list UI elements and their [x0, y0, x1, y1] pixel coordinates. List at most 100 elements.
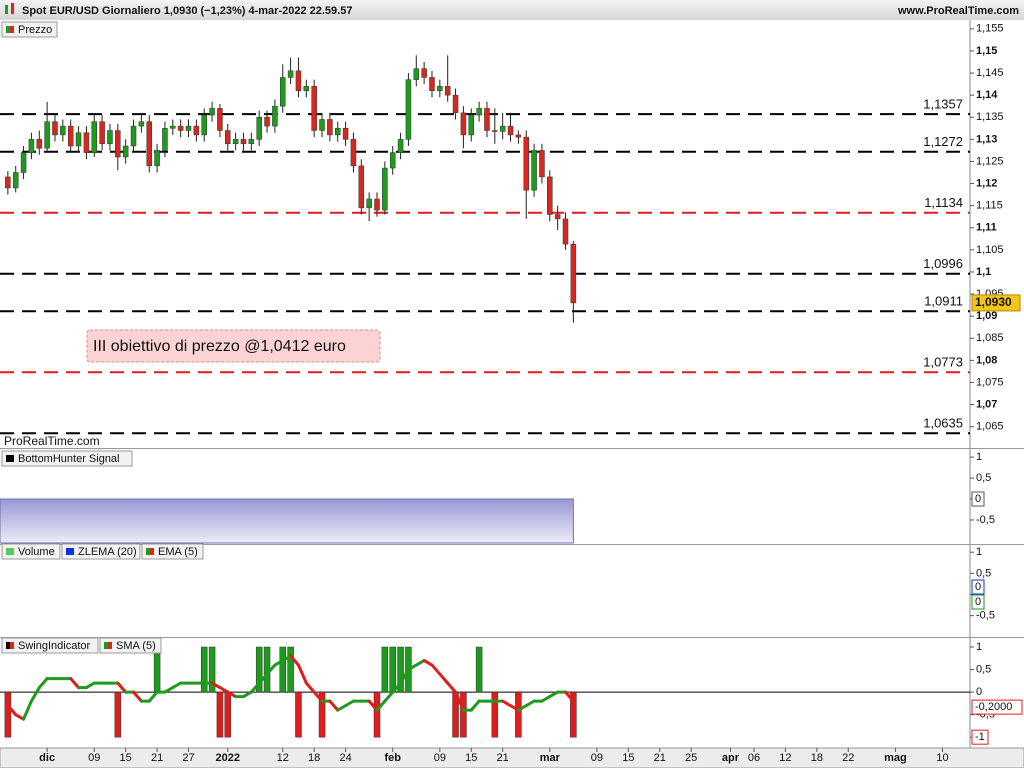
candle-body	[342, 128, 349, 140]
sma-segment	[289, 654, 300, 667]
bar	[255, 646, 263, 693]
candle-body	[130, 125, 137, 147]
header-title: Spot EUR/USD Giornaliero 1,0930 (−1,23%)…	[22, 5, 352, 17]
bar	[570, 691, 577, 738]
candle-body	[539, 150, 545, 178]
sma-segment	[84, 681, 96, 690]
candle-body	[280, 77, 286, 107]
y-tick-label: 1,11	[976, 222, 997, 234]
x-tick-label: 21	[497, 752, 509, 764]
candle-body	[499, 125, 506, 132]
candle-body	[389, 152, 396, 169]
bar	[114, 691, 122, 738]
x-tick-label: 12	[779, 752, 791, 764]
x-tick-label: 2022	[216, 752, 240, 764]
bar	[200, 646, 208, 693]
bar	[389, 646, 396, 693]
level-label: 1,1357	[923, 97, 963, 112]
candle-body	[295, 70, 302, 91]
candle-body	[185, 125, 192, 131]
candle-body	[201, 114, 207, 136]
candle-body	[232, 139, 239, 145]
sma-segment	[14, 713, 26, 721]
candle-body	[122, 145, 129, 158]
level-label: 1,1272	[923, 134, 963, 149]
candle-body	[484, 108, 490, 131]
sma-segment	[29, 686, 41, 703]
x-axis-bar	[0, 747, 1024, 768]
y-tick-label: 1,07	[976, 398, 997, 410]
sma-segment	[22, 699, 33, 721]
sma-segment	[132, 690, 143, 703]
x-tick-label: 22	[842, 752, 854, 764]
bar	[373, 691, 381, 738]
candle-body	[413, 68, 420, 80]
sma-segment	[422, 659, 434, 667]
candle-body	[421, 68, 427, 78]
candle-body	[225, 130, 231, 145]
candle-body	[256, 116, 262, 140]
sma-segment	[438, 672, 450, 685]
sma-segment	[6, 704, 18, 717]
bar	[287, 646, 294, 693]
legend-label: BottomHunter Signal	[18, 453, 120, 465]
candle-body	[12, 172, 19, 189]
candle-body	[138, 121, 145, 127]
sma-segment	[446, 681, 458, 694]
sma-segment	[328, 699, 340, 712]
candle-body	[358, 165, 365, 209]
y-tick-label: 1,13	[976, 133, 997, 145]
y-tick-label: 1,09	[976, 310, 997, 322]
last-value-box	[971, 594, 985, 610]
y-tick-label: 1,125	[976, 155, 1004, 167]
candle-body	[36, 139, 43, 149]
y-tick-label: 1,145	[976, 67, 1004, 79]
candle-body	[107, 130, 113, 145]
candle-body	[405, 79, 412, 140]
candle-body	[83, 132, 90, 153]
sma-segment	[540, 695, 552, 703]
candle-body	[170, 125, 176, 129]
candle-body	[437, 86, 443, 91]
candle-body	[303, 86, 310, 91]
watermark: ProRealTime.com	[4, 434, 100, 448]
candle-body	[476, 108, 482, 116]
legend: Prezzo BottomHunter Signal Volume ZLEMA …	[1, 21, 204, 654]
last-value-box	[971, 699, 1023, 715]
header-icon	[5, 3, 14, 14]
y-tick-label: 1	[976, 641, 982, 653]
last-price-label: 1,0930	[975, 295, 1012, 309]
sma-segment	[564, 690, 575, 703]
sma-segment	[454, 690, 465, 712]
y-tick-label: 1,115	[976, 200, 1003, 212]
sma-segment	[312, 690, 324, 703]
x-tick-label: 27	[182, 752, 194, 764]
y-tick-label: 1,1	[976, 266, 991, 278]
candle-body	[334, 128, 341, 136]
x-tick-label: 09	[591, 752, 603, 764]
candle-body	[162, 128, 168, 151]
level-label: 1,0773	[923, 355, 963, 370]
candle-body	[60, 125, 66, 136]
x-tick-label: 25	[685, 752, 697, 764]
bar	[460, 691, 467, 738]
x-tick-label: 21	[654, 752, 666, 764]
candle-body	[146, 121, 152, 167]
sma-segment	[281, 654, 293, 663]
sma-segment	[226, 690, 238, 699]
candle-body	[44, 121, 50, 149]
bar	[153, 646, 161, 693]
bar	[279, 646, 287, 693]
y-tick-label: -0,5	[976, 514, 995, 526]
y-tick-label: 0,5	[976, 472, 991, 484]
last-value-label: 0	[975, 493, 981, 505]
candle-body	[460, 112, 467, 136]
sma-segment	[344, 699, 355, 708]
sma-segment	[210, 681, 222, 690]
y-tick-label: -0,5	[976, 610, 995, 622]
sma-segment	[171, 681, 183, 690]
bar	[515, 691, 522, 738]
candle-body	[5, 176, 11, 189]
y-tick-label: 0	[976, 686, 982, 698]
candle-body	[209, 108, 215, 116]
